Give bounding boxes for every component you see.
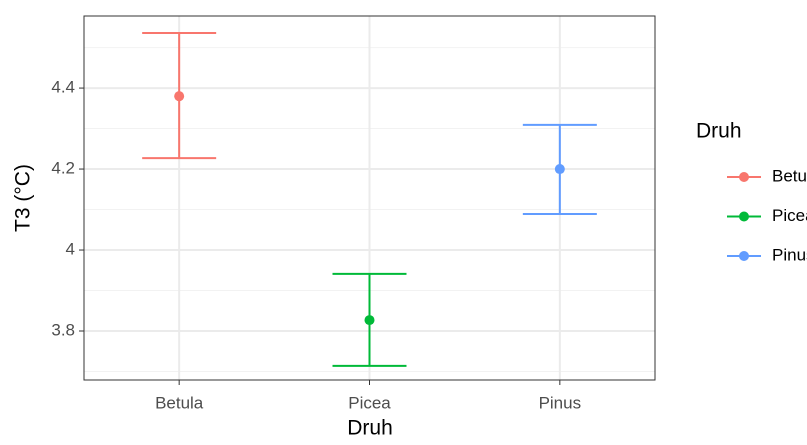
legend-key-point	[739, 172, 749, 182]
legend-key-point	[739, 251, 749, 261]
y-tick-label: 4	[66, 240, 75, 259]
legend-key-point	[739, 211, 749, 222]
legend-title: Druh	[696, 120, 742, 143]
legend-label: Picea	[772, 206, 807, 225]
x-axis-title: Druh	[347, 417, 393, 440]
point	[364, 315, 375, 326]
point	[174, 91, 185, 102]
legend-label: Betula	[772, 166, 807, 185]
point	[554, 164, 565, 175]
y-tick-label: 3.8	[51, 320, 75, 339]
y-axis-title: T3 (°C)	[12, 164, 35, 232]
x-tick-label: Betula	[155, 393, 204, 412]
y-tick-label: 4.4	[51, 78, 75, 97]
x-tick-label: Pinus	[539, 393, 582, 412]
x-tick-label: Picea	[348, 393, 391, 412]
y-tick-label: 4.2	[51, 159, 75, 178]
panel-border	[83, 15, 656, 381]
legend-label: Pinus	[772, 245, 807, 264]
